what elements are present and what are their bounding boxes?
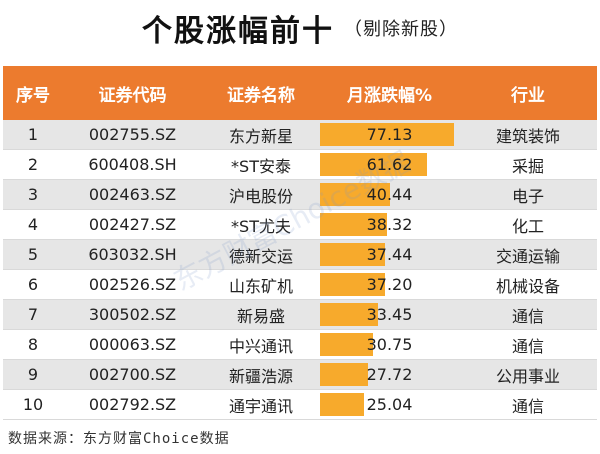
code-cell: 002755.SZ [88,125,177,144]
code-cell: 002526.SZ [88,275,177,294]
change-cell: 40.44 [320,180,459,209]
code-cell: 002463.SZ [88,185,177,204]
change-cell: 37.20 [320,270,459,299]
change-cell: 27.72 [320,360,459,389]
table-row: 2 600408.SH *ST安泰 61.62 采掘 [3,150,597,180]
change-value-label: 40.44 [366,185,413,204]
change-bar [320,393,364,416]
industry-cell: 通信 [511,306,544,326]
industry-cell: 化工 [511,216,544,236]
change-cell: 25.04 [320,390,459,419]
change-value-label: 27.72 [366,365,413,384]
change-bar [320,183,390,206]
change-value-label: 61.62 [366,155,413,174]
name-cell: 德新交运 [228,246,293,266]
change-bar [320,213,387,236]
header-rank: 序号 [16,85,50,106]
industry-cell: 采掘 [511,156,544,176]
change-cell: 61.62 [320,150,459,179]
industry-cell: 公用事业 [495,366,560,386]
header-name: 证券名称 [227,85,295,106]
change-value-label: 38.32 [366,215,413,234]
change-bar [320,153,427,176]
change-value-label: 30.75 [366,335,413,354]
name-cell: 山东矿机 [228,276,293,296]
rank-cell: 7 [27,305,39,324]
table-body: 1 002755.SZ 东方新星 77.13 建筑装饰 2 600408.SH *ST安泰 61… [3,120,597,420]
table-row: 8 000063.SZ 中兴通讯 30.75 通信 [3,330,597,360]
code-cell: 600408.SH [88,155,177,174]
change-value-label: 37.20 [366,275,413,294]
rank-cell: 8 [27,335,39,354]
industry-cell: 通信 [511,396,544,416]
table-row: 9 002700.SZ 新疆浩源 27.72 公用事业 [3,360,597,390]
ranking-table: 序号 证券代码 证券名称 月涨跌幅% 行业 1 002755.SZ 东方新星 77.1… [3,66,597,420]
code-cell: 300502.SZ [88,305,177,324]
change-cell: 30.75 [320,330,459,359]
name-cell: 新疆浩源 [228,366,293,386]
industry-cell: 通信 [511,336,544,356]
rank-cell: 2 [27,155,39,174]
name-cell: 通宇通讯 [228,396,293,416]
title-area: 个股涨幅前十 （剔除新股） [0,6,600,58]
change-cell: 33.45 [320,300,459,329]
change-bar [320,123,454,146]
rank-cell: 4 [27,215,39,234]
table-row: 7 300502.SZ 新易盛 33.45 通信 [3,300,597,330]
table-row: 10 002792.SZ 通宇通讯 25.04 通信 [3,390,597,420]
table-row: 3 002463.SZ 沪电股份 40.44 电子 [3,180,597,210]
code-cell: 002792.SZ [88,395,177,414]
change-bar [320,363,368,386]
header-industry: 行业 [511,85,545,106]
table-row: 4 002427.SZ *ST尤夫 38.32 化工 [3,210,597,240]
change-bar [320,333,373,356]
change-bar [320,243,385,266]
chart-subtitle: （剔除新股） [344,19,458,40]
rank-cell: 5 [27,245,39,264]
change-value-label: 25.04 [366,395,413,414]
table-row: 1 002755.SZ 东方新星 77.13 建筑装饰 [3,120,597,150]
header-code: 证券代码 [98,85,167,106]
chart-title: 个股涨幅前十 [142,14,334,49]
name-cell: *ST尤夫 [231,216,291,236]
name-cell: 沪电股份 [228,186,293,206]
rank-cell: 6 [27,275,39,294]
name-cell: 东方新星 [228,126,293,146]
rank-cell: 10 [22,395,44,414]
header-change: 月涨跌幅% [346,85,433,106]
data-source: 数据来源：东方财富Choice数据 [8,431,230,447]
name-cell: *ST安泰 [231,156,291,176]
change-bar [320,273,385,296]
change-cell: 37.44 [320,240,459,269]
change-value-label: 33.45 [366,305,413,324]
change-cell: 77.13 [320,120,459,149]
industry-cell: 电子 [511,186,544,206]
name-cell: 中兴通讯 [228,336,293,356]
rank-cell: 1 [27,125,39,144]
code-cell: 000063.SZ [88,335,177,354]
code-cell: 002700.SZ [88,365,177,384]
name-cell: 新易盛 [236,306,285,326]
rank-cell: 9 [27,365,39,384]
change-cell: 38.32 [320,210,459,239]
industry-cell: 机械设备 [495,276,560,296]
industry-cell: 建筑装饰 [495,126,560,146]
code-cell: 603032.SH [88,245,177,264]
table-header: 序号 证券代码 证券名称 月涨跌幅% 行业 [3,66,597,120]
change-value-label: 77.13 [366,125,413,144]
rank-cell: 3 [27,185,39,204]
table-row: 6 002526.SZ 山东矿机 37.20 机械设备 [3,270,597,300]
table-row: 5 603032.SH 德新交运 37.44 交通运输 [3,240,597,270]
industry-cell: 交通运输 [495,246,560,266]
change-value-label: 37.44 [366,245,413,264]
code-cell: 002427.SZ [88,215,177,234]
change-bar [320,303,378,326]
